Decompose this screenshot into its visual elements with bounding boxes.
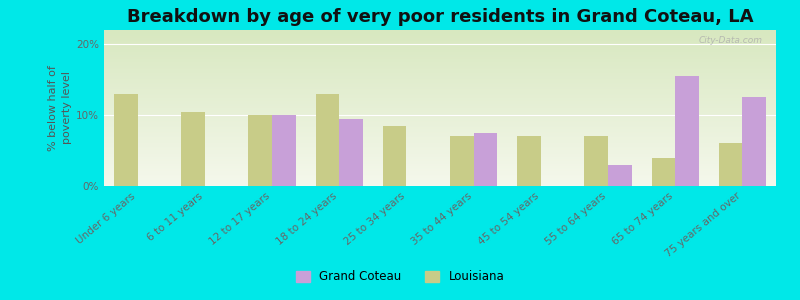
Bar (114, 94, 138, 186)
Bar (249, 115, 272, 186)
Legend: Grand Coteau, Louisiana: Grand Coteau, Louisiana (291, 266, 509, 288)
Bar (652, 158, 675, 186)
Bar (272, 115, 295, 186)
Bar (742, 98, 766, 186)
Bar (474, 133, 497, 186)
Title: Breakdown by age of very poor residents in Grand Coteau, LA: Breakdown by age of very poor residents … (126, 8, 754, 26)
Bar (675, 76, 698, 186)
Y-axis label: % below half of
poverty level: % below half of poverty level (48, 65, 72, 151)
Bar (585, 136, 608, 186)
Bar (383, 126, 406, 186)
Bar (450, 136, 474, 186)
Bar (518, 136, 541, 186)
Text: City-Data.com: City-Data.com (698, 36, 762, 45)
Bar (719, 143, 742, 186)
Bar (339, 118, 362, 186)
Bar (182, 112, 205, 186)
Bar (316, 94, 339, 186)
Bar (608, 165, 631, 186)
